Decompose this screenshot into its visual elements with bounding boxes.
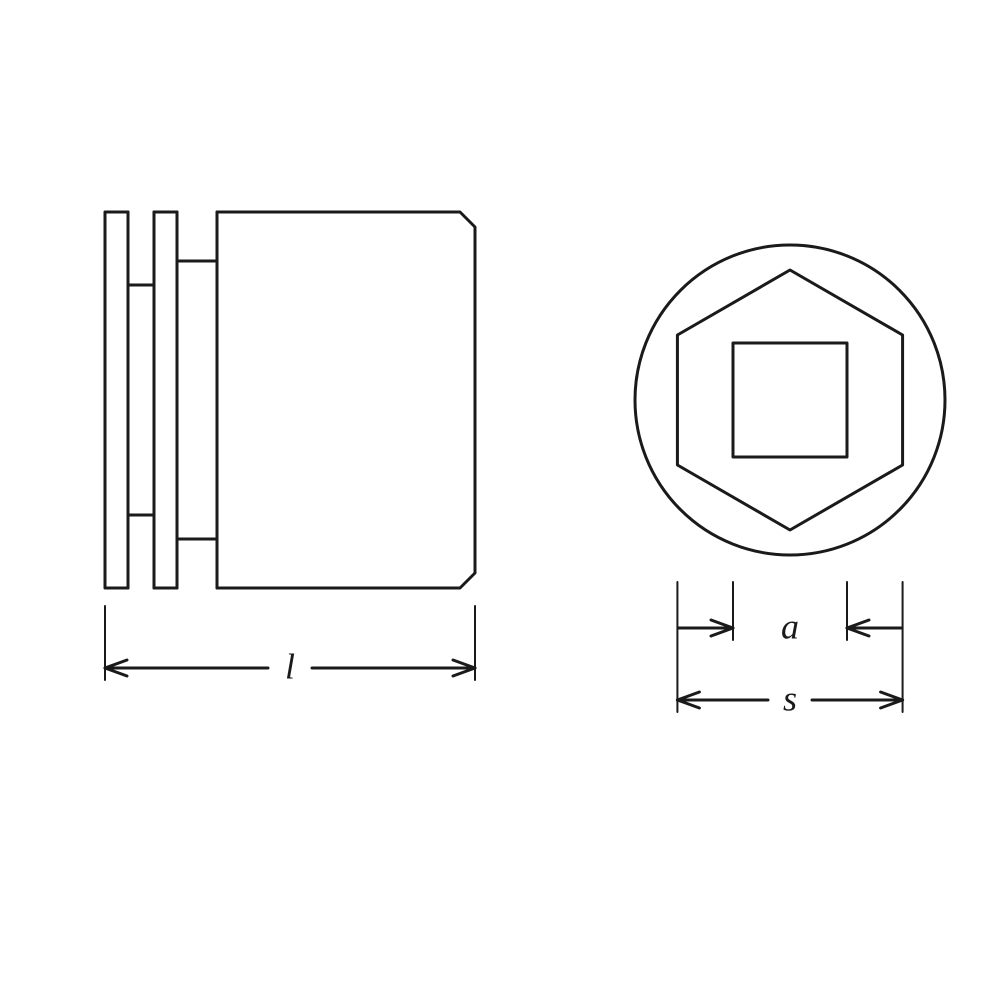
dimension-lines: l as [105, 582, 903, 718]
socket-side-view [105, 212, 475, 588]
socket-end-view [635, 245, 945, 555]
dim-label-l: l [285, 646, 295, 686]
dim-label-s: s [783, 678, 797, 718]
dim-label-a: a [781, 606, 799, 646]
